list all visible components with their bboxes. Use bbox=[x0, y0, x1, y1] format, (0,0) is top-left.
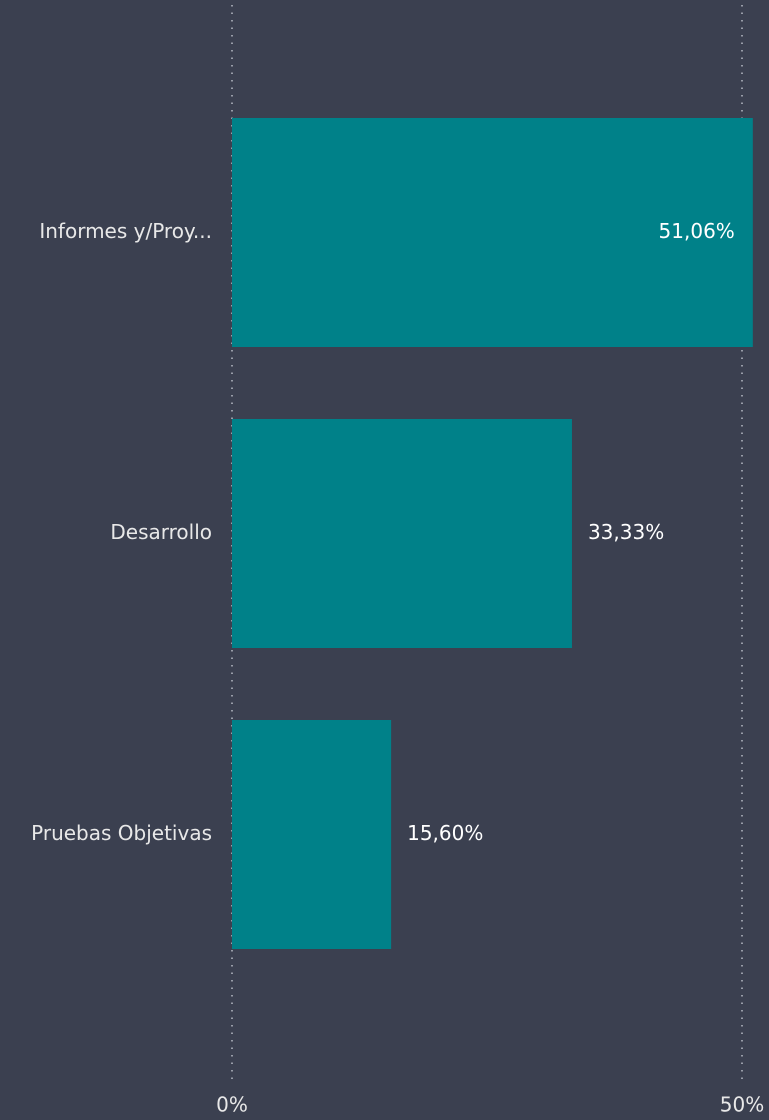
category-label: Desarrollo bbox=[110, 520, 212, 544]
value-label: 33,33% bbox=[588, 520, 664, 544]
x-tick-label: 50% bbox=[720, 1093, 764, 1117]
bar bbox=[232, 720, 392, 949]
value-label: 51,06% bbox=[659, 219, 735, 243]
value-label: 15,60% bbox=[407, 821, 483, 845]
category-label: Pruebas Objetivas bbox=[31, 821, 212, 845]
bar bbox=[232, 419, 572, 648]
bar bbox=[232, 118, 753, 347]
x-tick-label: 0% bbox=[216, 1093, 248, 1117]
category-label: Informes y/Proy... bbox=[39, 219, 212, 243]
